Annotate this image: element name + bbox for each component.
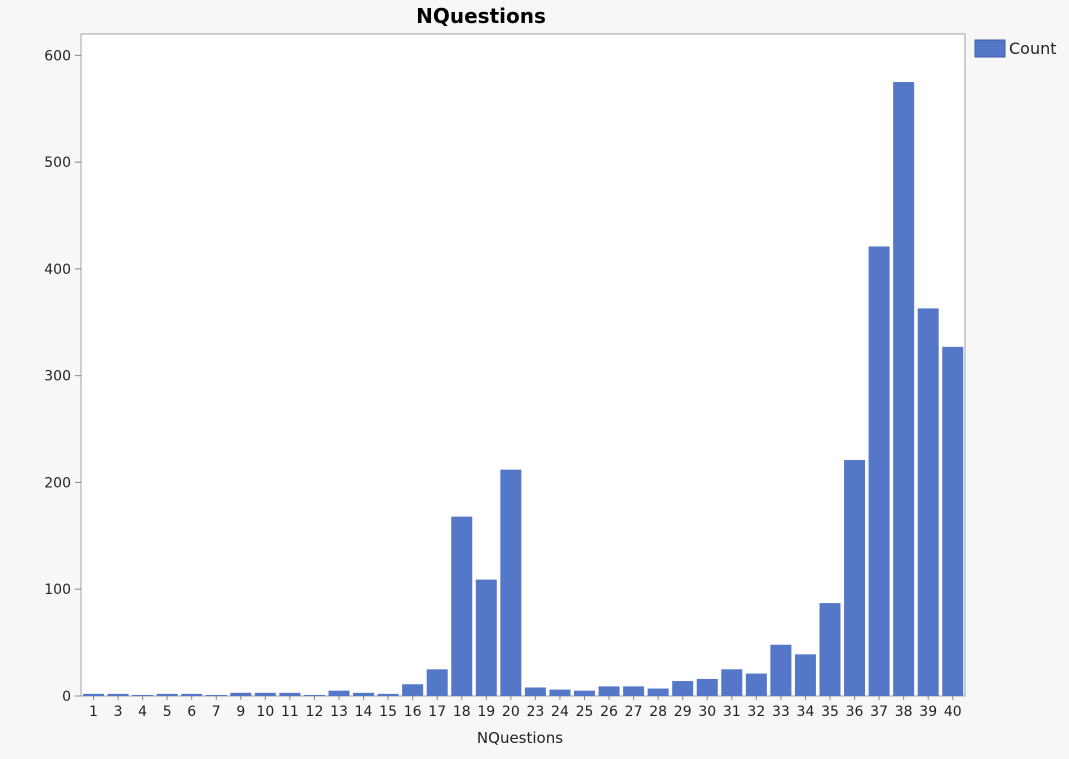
bar-series — [83, 82, 964, 697]
bar — [279, 692, 301, 696]
bar — [721, 669, 743, 696]
y-axis: 0 100 200 300 400 500 600 — [44, 48, 81, 705]
x-tick-label: 33 — [772, 704, 790, 720]
x-tick-label: 38 — [895, 704, 913, 720]
bar — [819, 603, 841, 696]
x-tick-label: 4 — [138, 704, 147, 720]
bar — [303, 694, 325, 696]
x-tick-label: 30 — [698, 704, 716, 720]
legend: Count — [974, 39, 1057, 58]
x-axis-label: NQuestions — [477, 729, 563, 747]
x-tick-label: 9 — [236, 704, 245, 720]
x-tick-label: 36 — [846, 704, 864, 720]
y-tick-label: 400 — [44, 262, 71, 278]
bar — [132, 694, 154, 696]
x-tick-label: 6 — [187, 704, 196, 720]
bar — [917, 308, 939, 696]
x-tick-label: 18 — [453, 704, 471, 720]
bar — [402, 684, 424, 696]
x-tick-label: 31 — [723, 704, 741, 720]
x-tick-label: 25 — [576, 704, 594, 720]
x-tick-label: 17 — [428, 704, 446, 720]
x-tick-label: 28 — [649, 704, 667, 720]
bar — [353, 692, 375, 696]
x-axis: 1 3 4 5 6 7 9 10 11 12 13 14 15 16 17 18 19 20 23 24 25 26 27 2… — [89, 696, 962, 720]
bar — [254, 692, 276, 696]
x-tick-label: 32 — [747, 704, 765, 720]
bar — [328, 690, 350, 696]
x-tick-label: 37 — [870, 704, 888, 720]
x-tick-label: 3 — [114, 704, 123, 720]
y-tick-label: 600 — [44, 48, 71, 64]
bar — [230, 692, 252, 696]
x-tick-label: 19 — [477, 704, 495, 720]
bar — [107, 693, 129, 696]
x-tick-label: 23 — [526, 704, 544, 720]
bar — [574, 690, 595, 696]
x-tick-label: 39 — [919, 704, 937, 720]
bar — [181, 693, 203, 696]
x-tick-label: 16 — [404, 704, 422, 720]
bar — [844, 460, 866, 696]
x-tick-label: 35 — [821, 704, 839, 720]
x-tick-label: 12 — [306, 704, 324, 720]
bar — [647, 688, 669, 696]
bar — [500, 469, 522, 696]
y-tick-label: 200 — [44, 475, 71, 491]
x-tick-label: 10 — [256, 704, 274, 720]
bar — [205, 694, 227, 696]
bar — [426, 669, 448, 696]
x-tick-label: 7 — [212, 704, 221, 720]
bar — [524, 687, 546, 696]
bar — [83, 693, 104, 696]
bar — [475, 579, 497, 696]
bar — [696, 678, 718, 696]
bar — [377, 693, 399, 696]
bar — [893, 82, 915, 697]
x-tick-label: 40 — [944, 704, 962, 720]
bar — [770, 644, 792, 696]
bar — [745, 673, 767, 696]
bar — [549, 689, 571, 696]
bar — [868, 246, 890, 697]
x-tick-label: 34 — [797, 704, 815, 720]
x-tick-label: 14 — [355, 704, 373, 720]
x-tick-label: 1 — [89, 704, 98, 720]
x-tick-label: 11 — [281, 704, 299, 720]
bar — [598, 686, 620, 696]
x-tick-label: 26 — [600, 704, 618, 720]
x-tick-label: 27 — [625, 704, 643, 720]
x-tick-label: 20 — [502, 704, 520, 720]
bar — [623, 686, 645, 696]
x-tick-label: 29 — [674, 704, 692, 720]
y-tick-label: 0 — [62, 689, 71, 705]
bar — [156, 693, 178, 696]
plot-area — [80, 33, 966, 697]
chart-title: NQuestions — [416, 4, 546, 28]
x-tick-label: 24 — [551, 704, 569, 720]
x-tick-label: 15 — [379, 704, 397, 720]
bar — [942, 346, 964, 696]
x-tick-label: 5 — [163, 704, 172, 720]
bar — [672, 681, 694, 696]
bar — [794, 654, 816, 696]
y-tick-label: 100 — [44, 582, 71, 598]
bar — [451, 516, 473, 696]
legend-swatch — [974, 39, 1006, 58]
y-tick-label: 300 — [44, 369, 71, 385]
legend-label: Count — [1009, 39, 1057, 58]
x-tick-label: 13 — [330, 704, 348, 720]
y-tick-label: 500 — [44, 155, 71, 171]
